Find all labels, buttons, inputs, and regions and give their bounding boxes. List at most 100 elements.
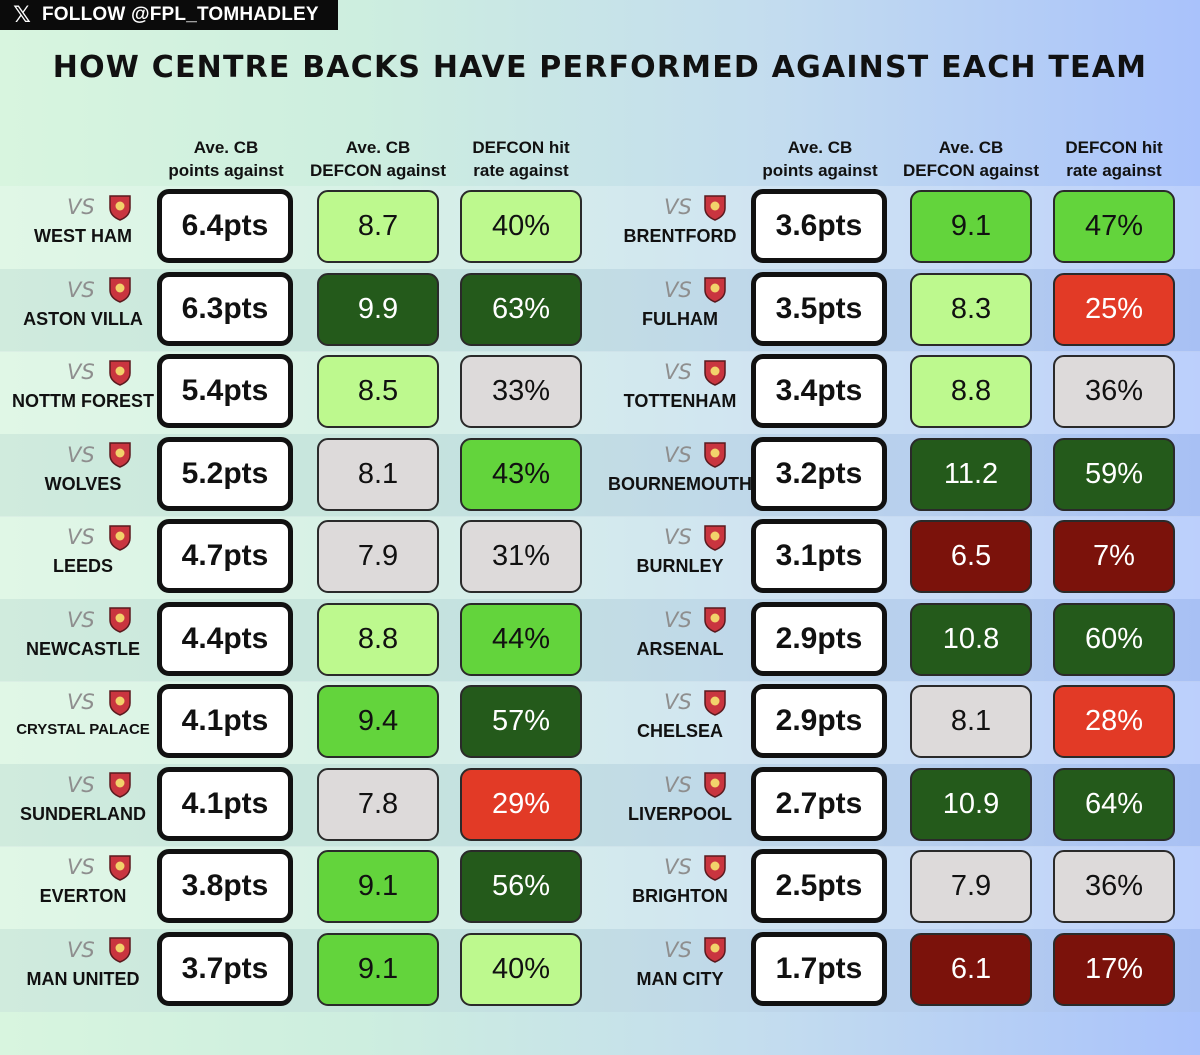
hit-rate-cell: 29% (460, 767, 582, 841)
vs-label: VS (664, 690, 692, 714)
defcon-against-cell: 6.5 (910, 520, 1032, 593)
hit-rate-cell: 56% (460, 850, 582, 923)
points-against-cell: 5.4pts (157, 354, 293, 428)
hit-rate-cell: 43% (460, 437, 582, 511)
vs-label: VS (67, 195, 95, 219)
points-against-cell: 6.4pts (157, 189, 293, 263)
vs-label: VS (67, 607, 95, 632)
header-line: Ave. CB (345, 138, 411, 157)
hit-rate-cell: 63% (460, 272, 582, 346)
hit-rate-cell: 7% (1053, 520, 1175, 593)
points-against-cell: 3.1pts (751, 519, 887, 593)
sunderland-crest-icon (107, 771, 133, 799)
header-defcon-right: Ave. CB DEFCON against (896, 136, 1046, 182)
leeds-crest-icon (107, 523, 133, 551)
vs-label: VS (664, 442, 692, 467)
crystal-palace-crest-icon (107, 688, 133, 716)
points-against-cell: 2.5pts (751, 849, 887, 923)
team-name: LIVERPOOL (627, 803, 732, 824)
defcon-against-cell: 10.9 (910, 767, 1032, 841)
aston-villa-crest-icon (107, 276, 133, 304)
team-name: BRENTFORD (623, 226, 737, 246)
defcon-against-cell: 8.1 (317, 437, 439, 511)
team-name: NEWCASTLE (26, 638, 140, 659)
defcon-against-cell: 6.1 (910, 932, 1032, 1006)
team-name: ASTON VILLA (23, 308, 143, 329)
team-name: TOTTENHAM (623, 391, 737, 411)
header-points-right: Ave. CB points against (745, 136, 895, 182)
points-against-cell: 4.1pts (157, 766, 293, 841)
header-line: DEFCON against (309, 161, 447, 180)
hit-rate-cell: 40% (460, 190, 582, 263)
header-line: Ave. CB (193, 138, 259, 157)
vs-label: VS (67, 772, 95, 797)
brighton-crest-icon (702, 853, 728, 881)
vs-label: VS (67, 360, 95, 384)
follow-banner: 𝕏 FOLLOW @FPL_TOMHADLEY (0, 0, 338, 30)
hit-rate-cell: 47% (1053, 190, 1175, 263)
defcon-against-cell: 11.2 (910, 437, 1032, 511)
hit-rate-cell: 40% (460, 932, 582, 1006)
follow-text: FOLLOW @FPL_TOMHADLEY (42, 4, 319, 25)
defcon-against-cell: 8.8 (317, 602, 439, 676)
hit-rate-cell: 57% (460, 685, 582, 758)
team-name: BRIGHTON (632, 886, 728, 906)
team-name: MAN UNITED (26, 968, 140, 989)
vs-label: VS (664, 195, 692, 219)
points-against-cell: 3.8pts (157, 849, 293, 923)
header-line: points against (762, 161, 878, 180)
points-against-cell: 1.7pts (751, 931, 887, 1006)
page-title: HOW CENTRE BACKS HAVE PERFORMED AGAINST … (52, 50, 1148, 85)
defcon-against-cell: 9.1 (317, 850, 439, 923)
hit-rate-cell: 36% (1053, 355, 1175, 428)
points-against-cell: 5.2pts (157, 436, 293, 511)
nottm-forest-crest-icon (107, 358, 133, 386)
arsenal-crest-icon (702, 606, 728, 634)
vs-label: VS (664, 937, 692, 962)
points-against-cell: 2.7pts (751, 766, 887, 841)
vs-label: VS (67, 442, 95, 467)
hit-rate-cell: 60% (1053, 602, 1175, 676)
fulham-crest-icon (702, 276, 728, 304)
hit-rate-cell: 31% (460, 520, 582, 593)
vs-label: VS (664, 772, 692, 797)
points-against-cell: 3.7pts (157, 931, 293, 1006)
team-name: NOTTM FOREST (12, 391, 154, 411)
brentford-crest-icon (702, 193, 728, 221)
points-against-cell: 3.5pts (751, 271, 887, 346)
header-line: rate against (1066, 161, 1162, 180)
team-name: MAN CITY (636, 968, 724, 989)
header-defcon-left: Ave. CB DEFCON against (303, 136, 453, 182)
vs-label: VS (67, 937, 95, 962)
team-name: LEEDS (52, 556, 113, 576)
header-line: points against (168, 161, 284, 180)
hit-rate-cell: 25% (1053, 272, 1175, 346)
defcon-against-cell: 9.4 (317, 685, 439, 758)
defcon-against-cell: 9.9 (317, 272, 439, 346)
points-against-cell: 6.3pts (157, 271, 293, 346)
header-line: Ave. CB (938, 138, 1004, 157)
team-name: BOURNEMOUTH (608, 473, 752, 494)
team-name: WOLVES (44, 473, 122, 494)
team-name: CHELSEA (636, 721, 723, 741)
man-united-crest-icon (107, 936, 133, 964)
vs-label: VS (664, 360, 692, 384)
defcon-against-cell: 8.5 (317, 355, 439, 428)
header-line: DEFCON against (902, 161, 1040, 180)
team-name: CRYSTAL PALACE (16, 721, 150, 738)
header-line: DEFCON hit (1065, 138, 1163, 157)
points-against-cell: 4.7pts (157, 519, 293, 593)
tottenham-crest-icon (702, 358, 728, 386)
header-line: Ave. CB (787, 138, 853, 157)
hit-rate-cell: 64% (1053, 767, 1175, 841)
x-logo-icon: 𝕏 (13, 2, 31, 28)
defcon-against-cell: 8.7 (317, 190, 439, 263)
man-city-crest-icon (702, 936, 728, 964)
points-against-cell: 4.1pts (157, 684, 293, 758)
burnley-crest-icon (702, 523, 728, 551)
newcastle-crest-icon (107, 606, 133, 634)
vs-label: VS (664, 607, 692, 632)
everton-crest-icon (107, 853, 133, 881)
team-name: WEST HAM (34, 226, 132, 246)
team-name: FULHAM (642, 308, 718, 329)
